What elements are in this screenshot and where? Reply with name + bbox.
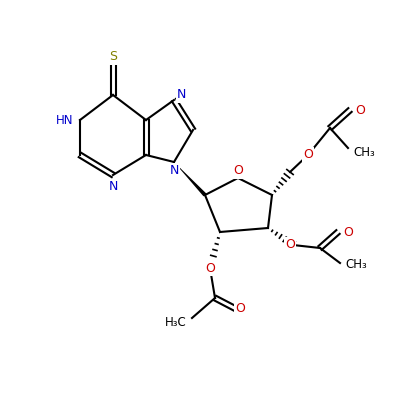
Text: N: N (177, 88, 186, 102)
Text: S: S (109, 50, 117, 64)
Text: CH₃: CH₃ (345, 258, 367, 272)
Text: O: O (343, 226, 353, 238)
Text: N: N (108, 180, 118, 193)
Text: N: N (169, 164, 179, 177)
Text: CH₃: CH₃ (353, 146, 375, 160)
Text: O: O (303, 148, 313, 162)
Text: H₃C: H₃C (165, 316, 187, 330)
Text: O: O (233, 164, 243, 178)
Text: HN: HN (56, 114, 73, 126)
Text: O: O (235, 302, 245, 314)
Polygon shape (174, 162, 206, 196)
Text: O: O (355, 104, 365, 116)
Text: O: O (285, 238, 295, 252)
Text: O: O (205, 262, 215, 274)
